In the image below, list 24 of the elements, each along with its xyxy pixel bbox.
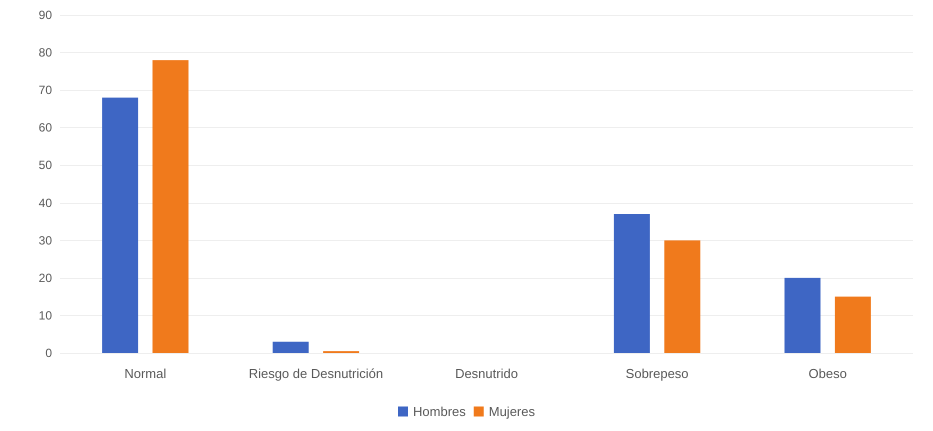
y-tick-label: 40	[38, 196, 52, 210]
x-tick-label: Sobrepeso	[626, 366, 689, 381]
y-tick-label: 50	[38, 158, 52, 172]
bar	[784, 278, 820, 353]
bar	[102, 98, 138, 353]
bar	[272, 342, 309, 353]
y-tick-label: 10	[38, 308, 52, 322]
x-tick-label: Obeso	[808, 366, 847, 381]
legend-label: Hombres	[413, 404, 466, 419]
legend-label: Mujeres	[488, 404, 536, 419]
y-tick-label: 90	[38, 8, 52, 22]
y-tick-label: 60	[38, 120, 52, 135]
bar	[664, 240, 700, 353]
x-tick-label: Desnutrido	[455, 366, 518, 381]
y-tick-label: 30	[38, 233, 52, 248]
y-tick-label: 0	[45, 346, 52, 360]
x-tick-label: Normal	[124, 366, 166, 381]
bar	[614, 214, 650, 353]
y-tick-label: 80	[38, 46, 52, 60]
bar	[834, 296, 871, 353]
y-tick-label: 70	[38, 83, 52, 98]
bar	[152, 60, 188, 353]
x-tick-label: Riesgo de Desnutrición	[248, 366, 384, 381]
y-tick-label: 20	[38, 270, 52, 285]
